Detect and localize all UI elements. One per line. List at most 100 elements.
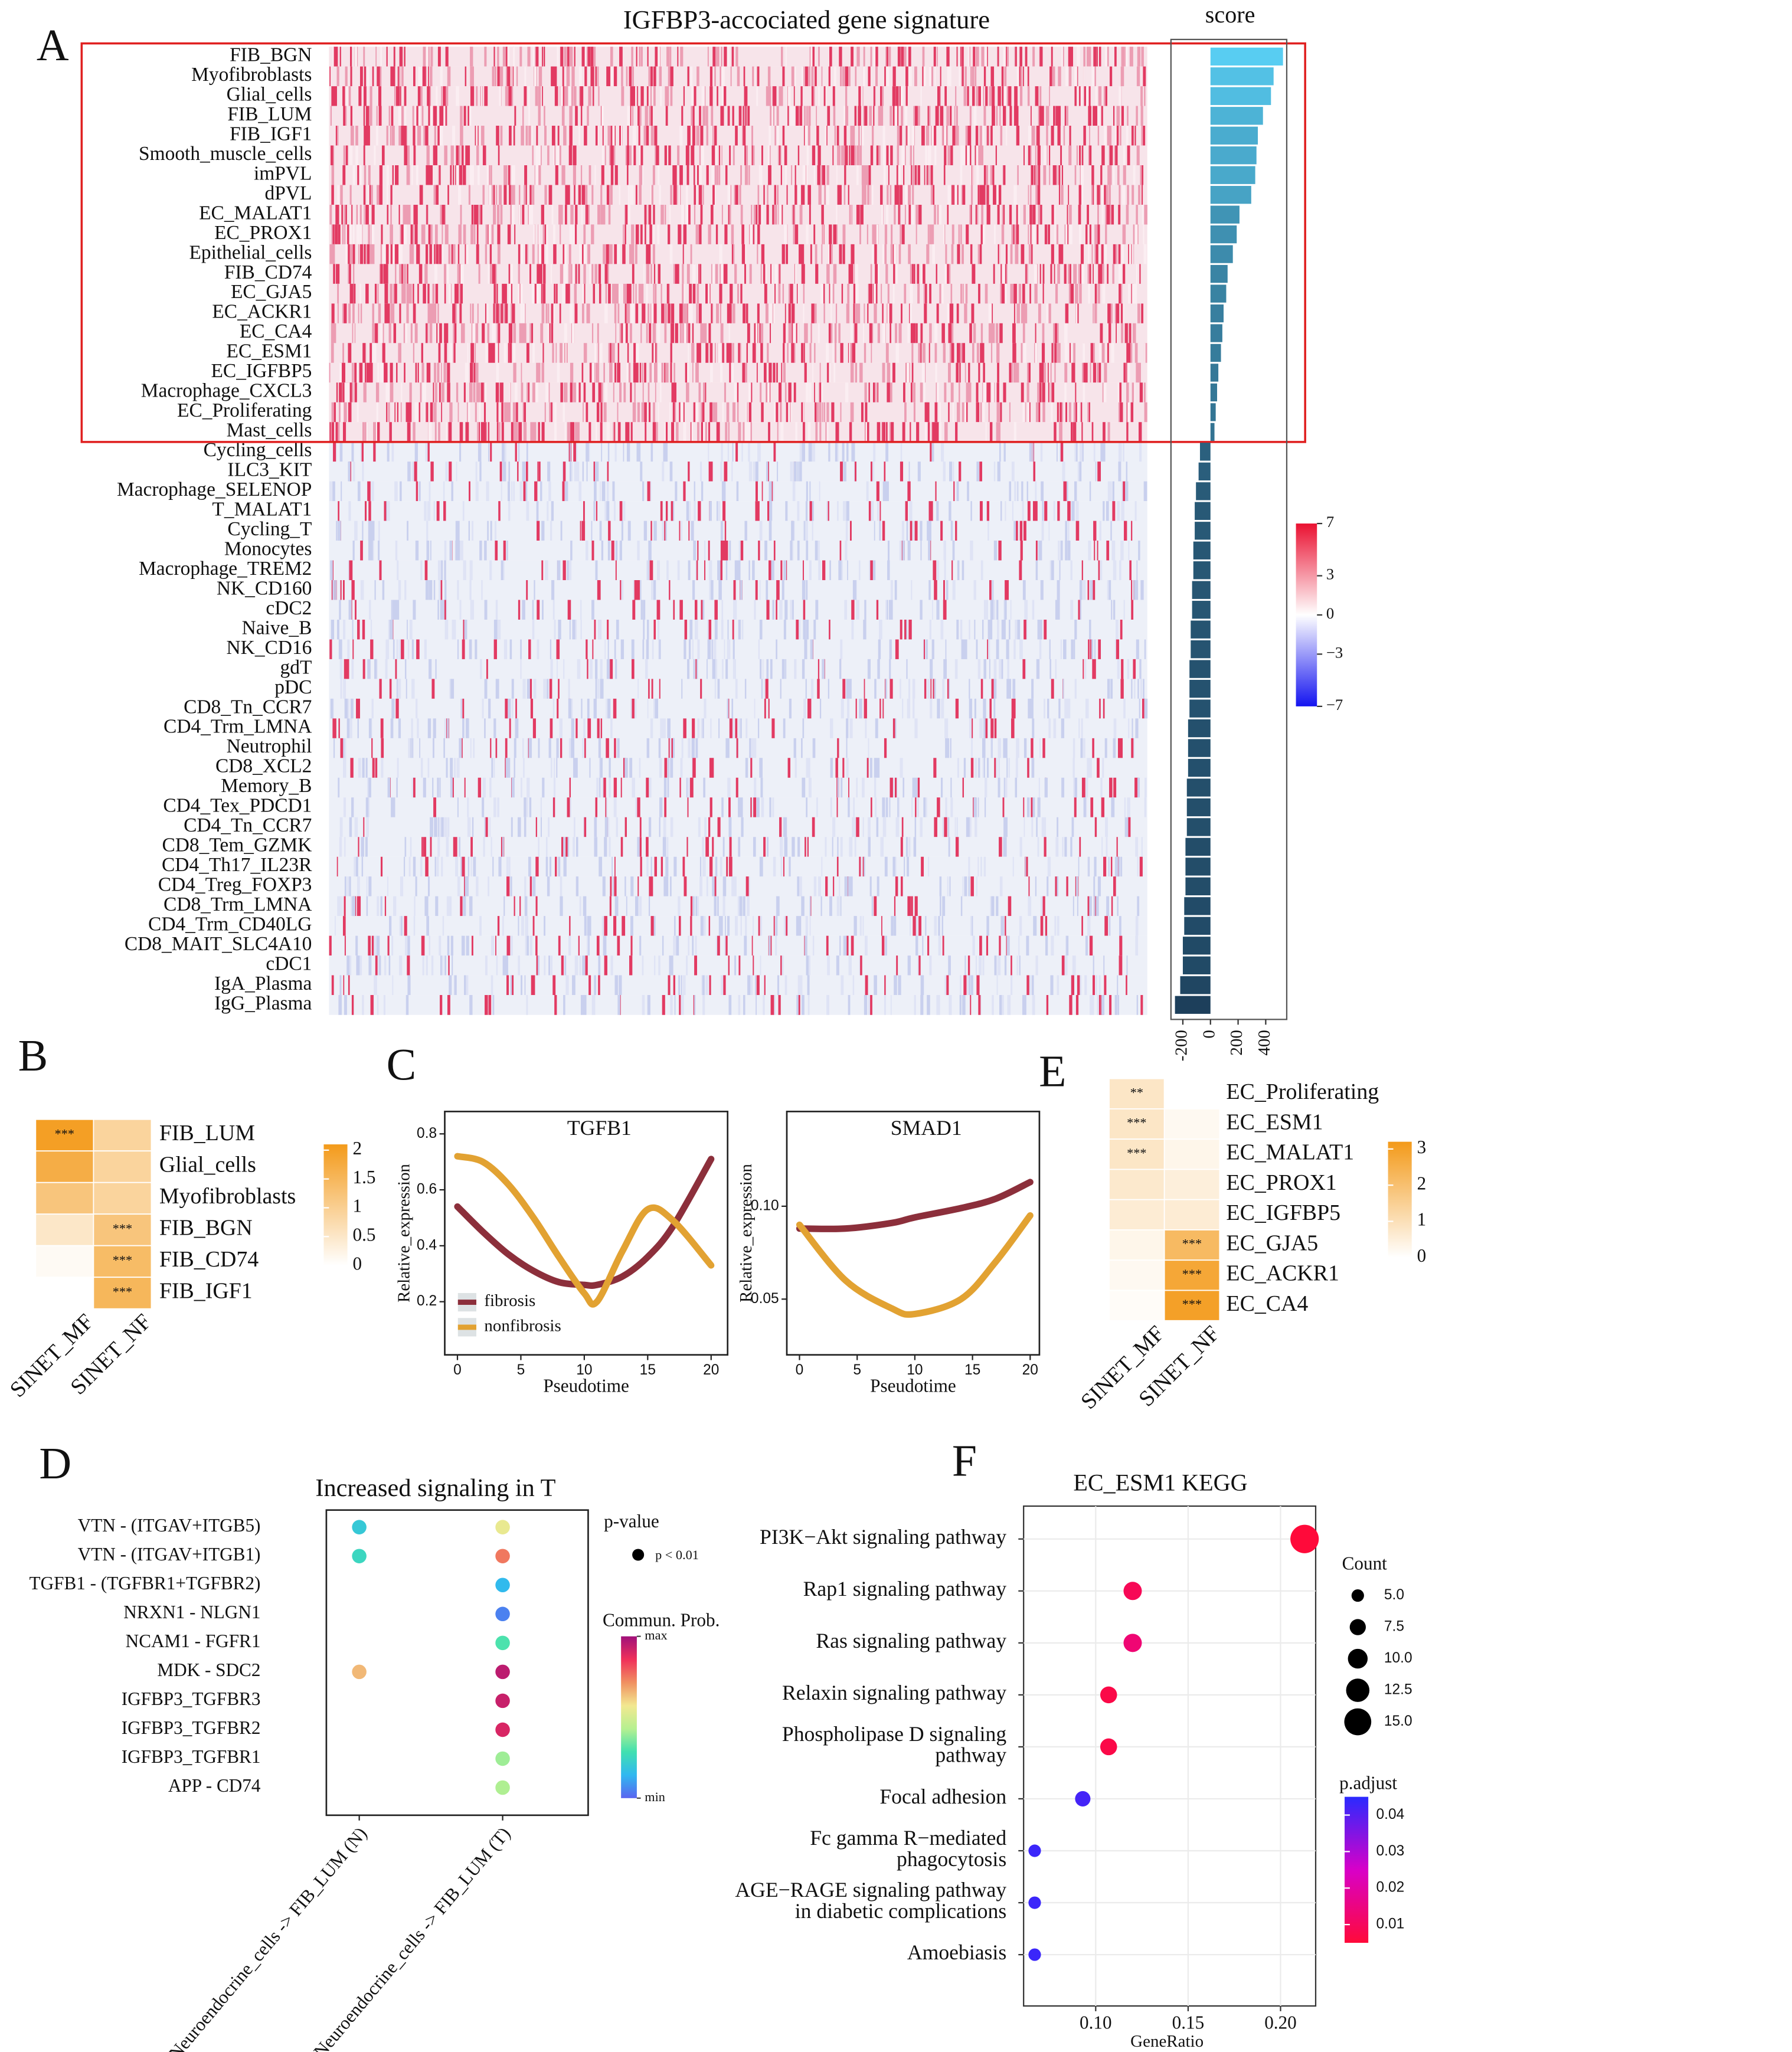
heatmap-row-bg [329, 323, 1147, 343]
colorbar-label: min [645, 1789, 665, 1804]
row-label: EC_IGFBP5 [1226, 1200, 1340, 1225]
score-bar [1195, 502, 1211, 520]
score-bar [1210, 87, 1271, 105]
dot [495, 1578, 510, 1593]
score-bar [1188, 719, 1211, 738]
dot [1028, 1948, 1041, 1961]
row-label: CD8_Tn_CCR7 [184, 696, 312, 718]
score-bar [1182, 956, 1211, 974]
row-label-line: PI3K−Akt signaling pathway [760, 1525, 1006, 1549]
heatmap-texture [339, 362, 1130, 383]
heatmap-texture [359, 283, 1137, 304]
row-label: Myofibroblasts [159, 1184, 296, 1209]
score-bar [1210, 343, 1221, 362]
score-bar [1193, 561, 1211, 580]
score-bar [1198, 462, 1211, 481]
heatmap-texture [333, 47, 1144, 67]
row-label-line: Amoebiasis [907, 1940, 1006, 1964]
heatmap-texture [396, 679, 1144, 699]
row-label: VTN - (ITGAV+ITGB1) [78, 1544, 261, 1565]
significance: *** [1182, 1266, 1202, 1281]
colorbar-label: −7 [1326, 696, 1343, 714]
dot [495, 1635, 510, 1651]
legend-label: 12.5 [1384, 1682, 1412, 1698]
row-label: Myofibroblasts [191, 64, 312, 86]
heat-cell [1108, 1199, 1165, 1230]
chart-title: Increased signaling in T [315, 1474, 555, 1502]
heat-cell [1163, 1290, 1221, 1321]
heatmap-texture [345, 382, 1136, 402]
row-label: CD8_XCL2 [215, 755, 312, 777]
row-label: cDC2 [266, 597, 312, 619]
row-label: Mast_cells [227, 420, 312, 441]
row-label: Relaxin signaling pathway [782, 1681, 1006, 1704]
heatmap-texture [349, 283, 1134, 304]
heatmap-texture [343, 797, 1147, 817]
heatmap-texture [340, 738, 1134, 758]
row-label: Amoebiasis [907, 1940, 1006, 1964]
x-tick-label: 10 [576, 1362, 592, 1378]
row-label: EC_ESM1 [1226, 1110, 1323, 1134]
row-label: Glial_cells [159, 1153, 256, 1177]
score-bar [1210, 126, 1258, 145]
row-label: AGE−RAGE signaling pathway in diabetic co… [735, 1878, 1006, 1923]
y-tick-label: 0.2 [417, 1293, 437, 1309]
row-label: cDC1 [266, 953, 312, 974]
colorbar-label: 7 [1326, 513, 1334, 531]
heatmap-texture [348, 462, 1128, 482]
heatmap-row-bg [329, 462, 1147, 482]
row-label-line: Ras signaling pathway [816, 1629, 1006, 1652]
legend-dot [1349, 1619, 1366, 1635]
row-label: FIB_IGF1 [159, 1279, 253, 1304]
highlight-box [80, 42, 1306, 443]
colorbar-label: −3 [1326, 644, 1343, 662]
legend-title: p-value [604, 1511, 659, 1531]
row-label: EC_CA4 [1226, 1291, 1308, 1316]
row-label: EC_Proliferating [1226, 1079, 1379, 1104]
heatmap-row-bg [329, 580, 1147, 600]
dot [495, 1722, 510, 1737]
heat-cell [93, 1118, 152, 1152]
row-label: Neutrophil [227, 735, 312, 757]
score-bar [1210, 364, 1219, 382]
y-tick-label: 0.6 [417, 1182, 437, 1197]
legend-title: p.adjust [1339, 1773, 1397, 1794]
heatmap-row-bg [329, 521, 1147, 541]
row-label-line: AGE−RAGE signaling pathway [735, 1878, 1006, 1902]
legend-label: 15.0 [1384, 1713, 1412, 1729]
row-label: FIB_IGF1 [230, 123, 312, 145]
heat-cell [1108, 1259, 1165, 1291]
heat-cell [1163, 1169, 1221, 1200]
heatmap-row-bg [329, 362, 1147, 383]
row-label: EC_ESM1 [227, 341, 312, 362]
row-label: Naive_B [242, 617, 312, 639]
colorbar [323, 1144, 348, 1266]
score-bar [1180, 976, 1211, 994]
score-bar [1210, 264, 1228, 283]
x-tick-label: 0.20 [1264, 2012, 1297, 2033]
heat-cell [1163, 1199, 1221, 1230]
row-label: EC_Proliferating [177, 400, 312, 421]
row-label: EC_PROX1 [214, 222, 312, 244]
heatmap-row-bg [329, 718, 1147, 739]
dot [352, 1520, 367, 1534]
chart-title: IGFBP3-accociated gene signature [623, 5, 990, 34]
heat-cell [35, 1118, 94, 1152]
row-label: EC_CA4 [240, 320, 312, 342]
heatmap-texture [372, 343, 1146, 363]
heatmap-texture [335, 204, 1121, 225]
y-axis-label: Relative_expression [394, 1164, 413, 1302]
heatmap-texture [333, 738, 1116, 758]
row-label: Phospholipase D signaling pathway [782, 1722, 1006, 1767]
dot [1123, 1582, 1142, 1601]
heatmap-row-bg [329, 876, 1147, 896]
heatmap-texture [342, 382, 1146, 402]
dot [495, 1549, 510, 1563]
heatmap-texture [366, 422, 1016, 442]
colorbar-label: 0.5 [352, 1224, 375, 1245]
score-bar [1189, 660, 1211, 678]
chart-title: TGFB1 [567, 1116, 632, 1140]
heat-cell [1163, 1259, 1221, 1291]
row-label: NK_CD160 [217, 577, 312, 599]
